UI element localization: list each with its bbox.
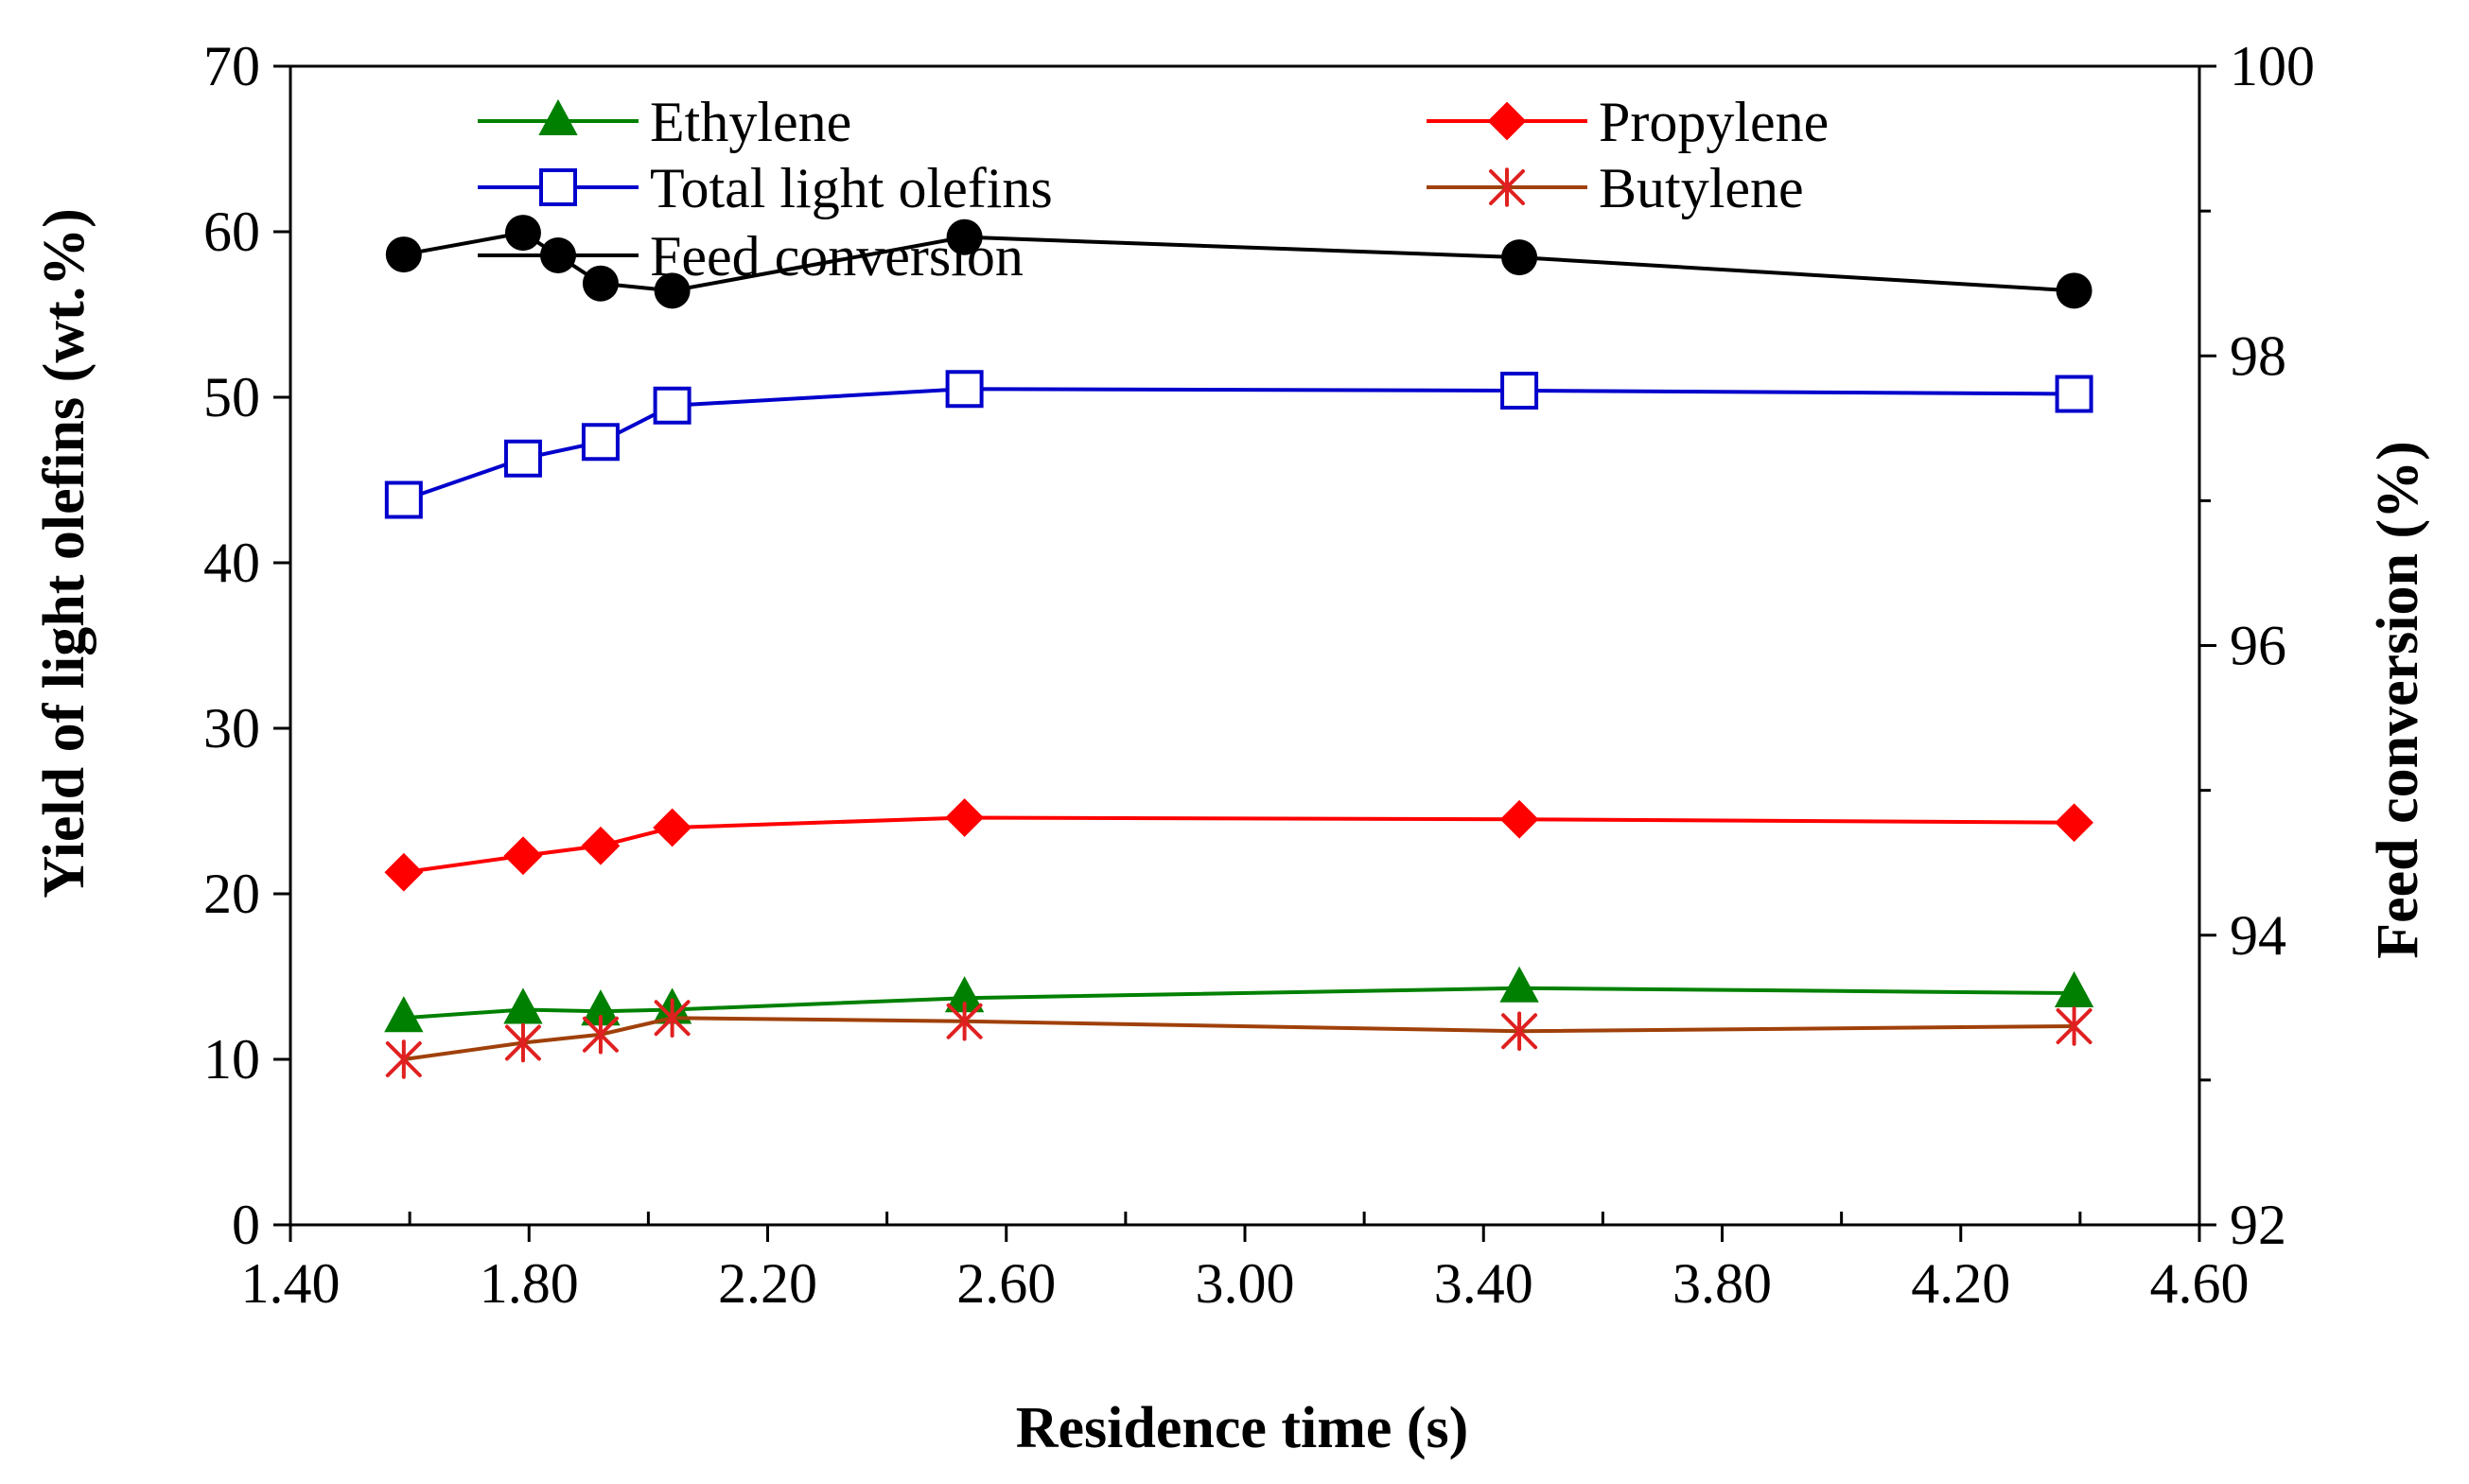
data-point-propylene	[503, 836, 543, 876]
plot-frame	[289, 64, 2201, 1227]
data-point-total-light-olefins	[1500, 372, 1539, 410]
x-tick-label: 1.40	[241, 1252, 341, 1315]
data-point-total-light-olefins	[945, 370, 984, 409]
data-point-propylene	[2055, 803, 2093, 843]
series-propylene	[384, 798, 2093, 892]
data-point-total-light-olefins	[503, 439, 542, 478]
legend-marker	[1487, 101, 1527, 141]
x-tick-label: 3.00	[1196, 1252, 1295, 1315]
y2-tick-label: 96	[2230, 615, 2286, 677]
data-point-butylene	[654, 998, 691, 1038]
y-axis-title: Yield of light olefins (wt.%)	[32, 208, 96, 899]
legend-label: Butylene	[1599, 157, 1804, 219]
legend-item-ethylene: Ethylene	[478, 91, 851, 153]
data-point-butylene	[385, 1039, 422, 1079]
legend-marker	[540, 237, 576, 273]
data-point-butylene	[2056, 1006, 2093, 1046]
y2-tick-label: 92	[2230, 1194, 2286, 1256]
data-point-propylene	[653, 808, 692, 847]
legend-label: Feed conversion	[650, 225, 1024, 288]
legend-label: Total light olefins	[650, 157, 1053, 219]
series-ethylene	[384, 966, 2094, 1033]
series-line-ethylene	[403, 986, 2075, 1021]
data-point-butylene	[946, 1002, 983, 1041]
y2-tick-label: 94	[2230, 904, 2286, 967]
data-point-butylene	[582, 1015, 619, 1055]
data-point-feed-conversion	[582, 265, 619, 302]
legend-item-feed-conversion: Feed conversion	[478, 225, 1024, 288]
data-point-ethylene	[503, 987, 543, 1024]
y-tick-label: 40	[203, 532, 260, 594]
legend-marker	[538, 98, 578, 135]
series-feed-conversion	[385, 215, 2093, 309]
x-tick-label: 4.20	[1911, 1252, 2010, 1315]
legend-marker	[539, 168, 577, 206]
y-tick-label: 50	[203, 366, 260, 428]
x-tick-label: 2.60	[956, 1252, 1056, 1315]
x-tick-label: 1.80	[480, 1252, 579, 1315]
y-tick-label: 30	[203, 697, 260, 759]
data-point-propylene	[945, 798, 985, 837]
series-butylene	[385, 998, 2093, 1079]
x-tick-label: 3.80	[1672, 1252, 1772, 1315]
data-point-total-light-olefins	[384, 480, 423, 519]
data-point-feed-conversion	[654, 272, 691, 309]
data-point-ethylene	[384, 996, 424, 1033]
series-line-butylene	[403, 1016, 2075, 1061]
x-tick-label: 2.20	[718, 1252, 817, 1315]
legend-item-butylene: Butylene	[1427, 157, 1804, 219]
legend-label: Ethylene	[650, 91, 851, 153]
data-point-total-light-olefins	[581, 423, 620, 462]
data-point-butylene	[504, 1022, 541, 1063]
data-point-propylene	[581, 826, 621, 865]
data-point-propylene	[1499, 799, 1539, 839]
legend-item-total-light-olefins: Total light olefins	[478, 157, 1053, 219]
data-point-ethylene	[2054, 970, 2094, 1007]
y-tick-label: 20	[203, 863, 260, 925]
data-point-feed-conversion	[504, 215, 541, 252]
y2-tick-label: 100	[2230, 35, 2315, 97]
data-point-ethylene	[1499, 966, 1539, 1003]
legend-marker	[1489, 167, 1525, 207]
data-point-total-light-olefins	[2055, 375, 2093, 413]
y2-tick-label: 98	[2230, 324, 2286, 387]
series-line-propylene	[403, 815, 2075, 875]
legend-label: Propylene	[1599, 91, 1829, 153]
series-total-light-olefins	[384, 370, 2093, 519]
data-point-feed-conversion	[1501, 239, 1538, 276]
data-point-feed-conversion	[385, 236, 422, 273]
data-point-feed-conversion	[946, 218, 983, 255]
data-point-propylene	[384, 852, 424, 892]
data-point-total-light-olefins	[653, 386, 692, 425]
x-axis-title: Residence time (s)	[1016, 1396, 1469, 1460]
y2-axis-title: Feed conversion (%)	[2366, 441, 2430, 959]
y-tick-label: 10	[203, 1028, 260, 1091]
legend-item-propylene: Propylene	[1427, 91, 1829, 153]
data-point-butylene	[1501, 1011, 1538, 1051]
data-point-feed-conversion	[2056, 272, 2093, 309]
y-tick-label: 60	[203, 201, 260, 263]
y-tick-label: 70	[203, 35, 260, 97]
y-tick-label: 0	[232, 1194, 260, 1256]
x-tick-label: 4.60	[2150, 1252, 2250, 1315]
x-tick-label: 3.40	[1434, 1252, 1533, 1315]
